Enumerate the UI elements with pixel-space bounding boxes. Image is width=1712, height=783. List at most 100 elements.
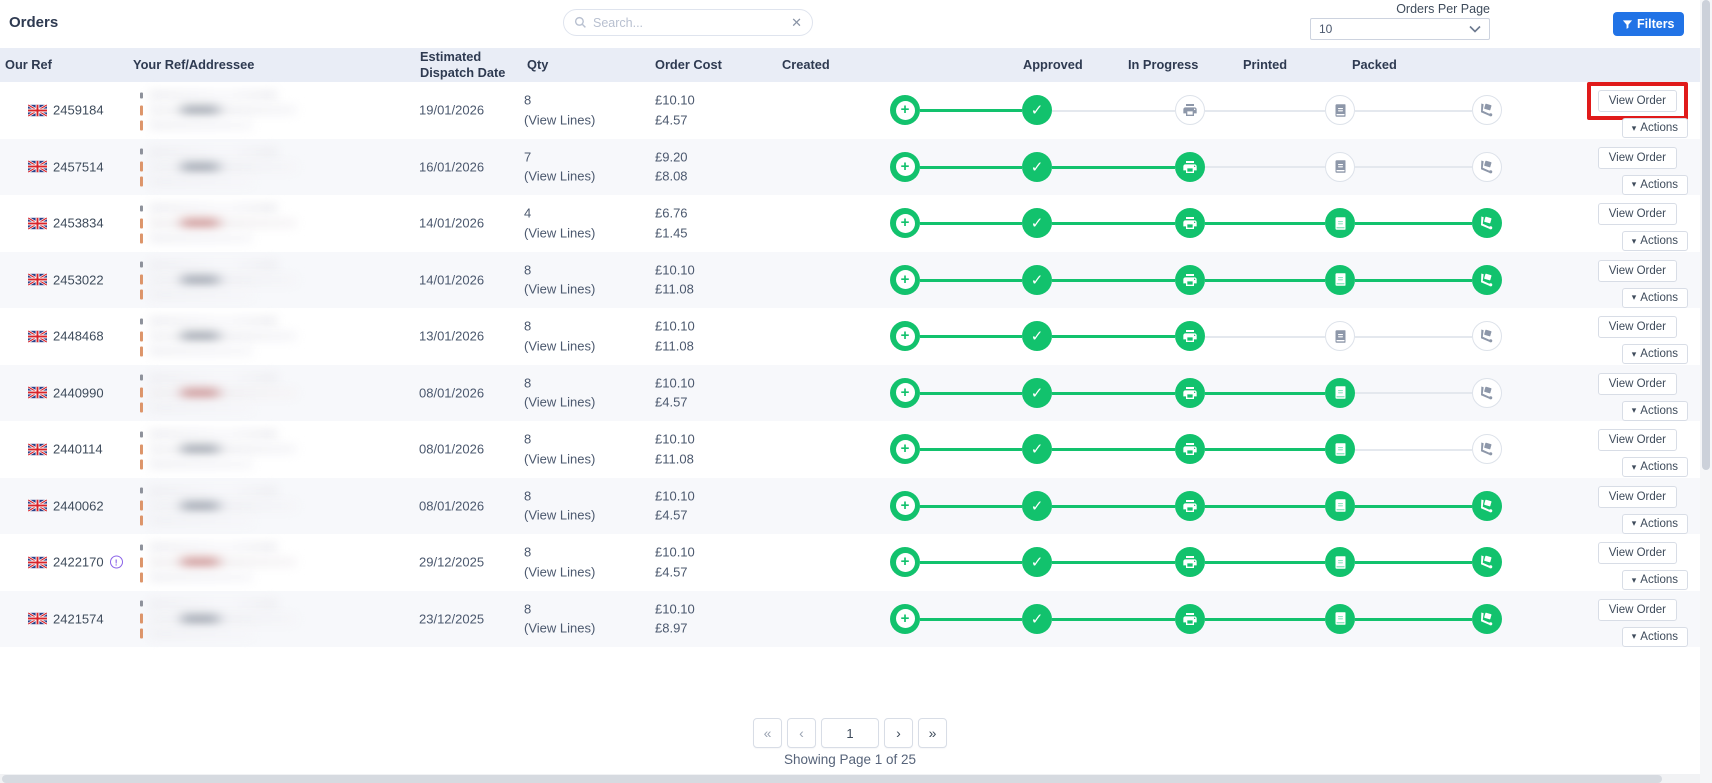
- view-order-button[interactable]: View Order: [1597, 485, 1677, 508]
- view-order-button[interactable]: View Order: [1597, 203, 1677, 226]
- stage-connector: [1355, 278, 1472, 282]
- stage-connector: [1205, 504, 1325, 508]
- filters-button-label: Filters: [1637, 17, 1675, 31]
- actions-button[interactable]: ▾ Actions: [1621, 513, 1688, 534]
- header-printed: Printed: [1243, 57, 1288, 73]
- vertical-scrollbar[interactable]: [1700, 0, 1712, 783]
- actions-button[interactable]: ▾ Actions: [1621, 457, 1688, 478]
- view-order-button[interactable]: View Order: [1597, 598, 1677, 621]
- stage-connector: [920, 561, 1022, 564]
- stage-connector: [1205, 278, 1325, 282]
- caret-down-icon: ▾: [1631, 348, 1637, 359]
- view-order-button[interactable]: View Order: [1597, 146, 1677, 169]
- view-order-button[interactable]: View Order: [1597, 542, 1677, 565]
- stage-connector: [920, 165, 1022, 169]
- first-page-button[interactable]: «: [753, 718, 782, 748]
- vertical-scrollbar-thumb[interactable]: [1702, 0, 1710, 470]
- actions-button[interactable]: ▾ Actions: [1621, 118, 1688, 139]
- cost-line-1: £6.76: [655, 205, 688, 221]
- packed-stage-hand-truck-icon: [1472, 151, 1502, 182]
- search-box[interactable]: ✕: [563, 9, 813, 36]
- horizontal-scrollbar[interactable]: [0, 774, 1700, 783]
- order-ref-cell: 2440062 !: [28, 498, 104, 513]
- created-stage-plus-icon: +: [890, 490, 920, 521]
- stage-connector: [1052, 335, 1175, 338]
- stage-connector: [1052, 222, 1175, 225]
- caret-down-icon: ▾: [1631, 631, 1637, 642]
- actions-button[interactable]: ▾ Actions: [1621, 400, 1688, 421]
- cost-line-1: £10.10: [655, 601, 695, 617]
- in-progress-stage-printer-icon: [1175, 264, 1205, 295]
- view-lines-link[interactable]: (View Lines): [524, 225, 596, 241]
- view-lines-link[interactable]: (View Lines): [524, 507, 596, 523]
- search-input[interactable]: [593, 15, 792, 30]
- stage-connector: [1355, 561, 1472, 564]
- table-row: 2440062 ! 08/01/2026 8 (View Lines) £10.…: [0, 477, 1712, 534]
- uk-flag-icon: [28, 160, 47, 173]
- qty-value: 8: [524, 544, 532, 560]
- stage-connector: [920, 391, 1022, 395]
- view-lines-link[interactable]: (View Lines): [524, 112, 596, 128]
- dispatch-date: 08/01/2026: [419, 385, 485, 401]
- view-lines-link[interactable]: (View Lines): [524, 394, 596, 410]
- orders-per-page-label: Orders Per Page: [1396, 2, 1490, 16]
- view-order-button[interactable]: View Order: [1597, 90, 1677, 113]
- order-cost-cell: £9.20 £8.08: [655, 147, 688, 186]
- table-row: 2421574 ! 23/12/2025 8 (View Lines) £10.…: [0, 590, 1712, 647]
- qty-cell: 8 (View Lines): [524, 543, 595, 582]
- cost-line-2: £4.57: [655, 394, 688, 410]
- actions-button[interactable]: ▾ Actions: [1621, 626, 1688, 647]
- created-stage-plus-icon: +: [890, 547, 920, 577]
- in-progress-stage-printer-icon: [1175, 95, 1205, 125]
- filters-button[interactable]: Filters: [1613, 12, 1684, 36]
- horizontal-scrollbar-thumb[interactable]: [2, 774, 1662, 783]
- last-page-button[interactable]: »: [918, 718, 947, 748]
- view-order-button[interactable]: View Order: [1597, 372, 1677, 395]
- orders-per-page-select[interactable]: 10: [1310, 18, 1490, 40]
- cost-line-1: £10.10: [655, 262, 695, 278]
- view-lines-link[interactable]: (View Lines): [524, 451, 596, 467]
- qty-cell: 8 (View Lines): [524, 486, 595, 525]
- table-row: 2448468 ! 13/01/2026 8 (View Lines) £10.…: [0, 308, 1712, 365]
- order-cost-cell: £10.10 £4.57: [655, 373, 695, 412]
- created-stage-plus-icon: +: [890, 208, 920, 238]
- view-order-highlight: View Order: [1587, 534, 1688, 572]
- actions-button[interactable]: ▾ Actions: [1621, 287, 1688, 308]
- actions-button[interactable]: ▾ Actions: [1621, 344, 1688, 365]
- order-ref-cell: 2421574 !: [28, 611, 104, 626]
- view-lines-link[interactable]: (View Lines): [524, 338, 596, 354]
- order-cost-cell: £6.76 £1.45: [655, 204, 688, 243]
- view-order-button[interactable]: View Order: [1597, 259, 1677, 282]
- view-lines-link[interactable]: (View Lines): [524, 620, 596, 636]
- approved-stage-check-icon: ✓: [1022, 490, 1052, 521]
- clear-search-icon[interactable]: ✕: [791, 15, 802, 30]
- actions-button[interactable]: ▾ Actions: [1621, 174, 1688, 195]
- packed-stage-hand-truck-icon: [1472, 603, 1502, 634]
- next-page-button[interactable]: ›: [884, 718, 913, 748]
- filter-funnel-icon: [1622, 19, 1633, 29]
- row-actions-cell: View Order ▾ Actions: [1587, 478, 1688, 534]
- actions-button-label: Actions: [1640, 122, 1678, 135]
- order-cost-cell: £10.10 £4.57: [655, 91, 695, 130]
- qty-value: 8: [524, 262, 532, 278]
- view-order-button[interactable]: View Order: [1597, 316, 1677, 339]
- table-header: Our Ref Your Ref/Addressee Estimated Dis…: [0, 48, 1712, 82]
- current-page-button[interactable]: 1: [821, 718, 879, 748]
- view-lines-link[interactable]: (View Lines): [524, 168, 596, 184]
- stage-connector: [920, 109, 1022, 112]
- cost-line-2: £1.45: [655, 225, 688, 241]
- view-lines-link[interactable]: (View Lines): [524, 564, 596, 580]
- view-lines-link[interactable]: (View Lines): [524, 281, 596, 297]
- previous-page-button[interactable]: ‹: [787, 718, 816, 748]
- order-cost-cell: £10.10 £8.97: [655, 599, 695, 638]
- uk-flag-icon: [28, 104, 47, 117]
- cost-line-2: £8.97: [655, 620, 688, 636]
- order-ref-cell: 2440990 !: [28, 385, 104, 400]
- actions-button[interactable]: ▾ Actions: [1621, 570, 1688, 591]
- qty-cell: 8 (View Lines): [524, 91, 595, 130]
- view-order-button[interactable]: View Order: [1597, 429, 1677, 452]
- in-progress-stage-printer-icon: [1175, 490, 1205, 521]
- created-stage-plus-icon: +: [890, 434, 920, 464]
- actions-button[interactable]: ▾ Actions: [1621, 231, 1688, 252]
- row-actions-cell: View Order ▾ Actions: [1587, 139, 1688, 195]
